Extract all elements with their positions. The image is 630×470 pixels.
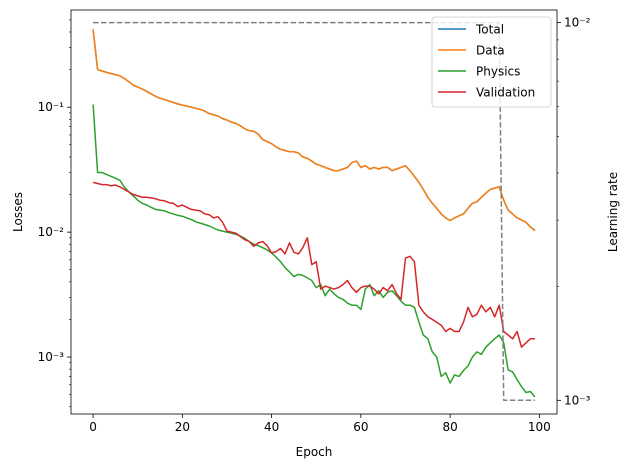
x-tick-label: 40	[264, 420, 279, 434]
axis-ticks: 0 20 40 60 80 100 10⁻³ 10⁻² 10⁻¹ 10⁻³ 10⁻²	[38, 16, 591, 434]
y2-tick-label: 10⁻³	[564, 393, 591, 407]
learning-rate-line	[93, 21, 535, 402]
y2-tick-label: 10⁻²	[564, 16, 591, 30]
legend-label-total: Total	[475, 23, 504, 37]
legend-label-validation: Validation	[476, 86, 535, 100]
y-axis-label: Losses	[11, 192, 25, 232]
series-line-validation	[92, 181, 535, 348]
x-axis-label: Epoch	[296, 445, 333, 459]
y-tick-label: 10⁻³	[38, 350, 65, 364]
y-tick-label: 10⁻¹	[38, 100, 65, 114]
x-tick-label: 20	[175, 420, 190, 434]
series-lines	[92, 21, 536, 402]
series-line-data	[92, 29, 536, 232]
x-tick-label: 80	[442, 420, 457, 434]
plot-frame	[70, 9, 558, 415]
y2-axis-label: Learning rate	[606, 172, 620, 252]
legend-label-data: Data	[476, 44, 505, 58]
legend-box	[431, 16, 552, 108]
y-tick-label: 10⁻²	[38, 225, 65, 239]
x-tick-label: 60	[353, 420, 368, 434]
x-tick-label: 100	[528, 420, 551, 434]
legend-label-physics: Physics	[476, 65, 520, 79]
x-tick-label: 0	[89, 420, 97, 434]
series-line-physics	[92, 104, 536, 398]
legend: Total Data Physics Validation	[431, 16, 552, 108]
